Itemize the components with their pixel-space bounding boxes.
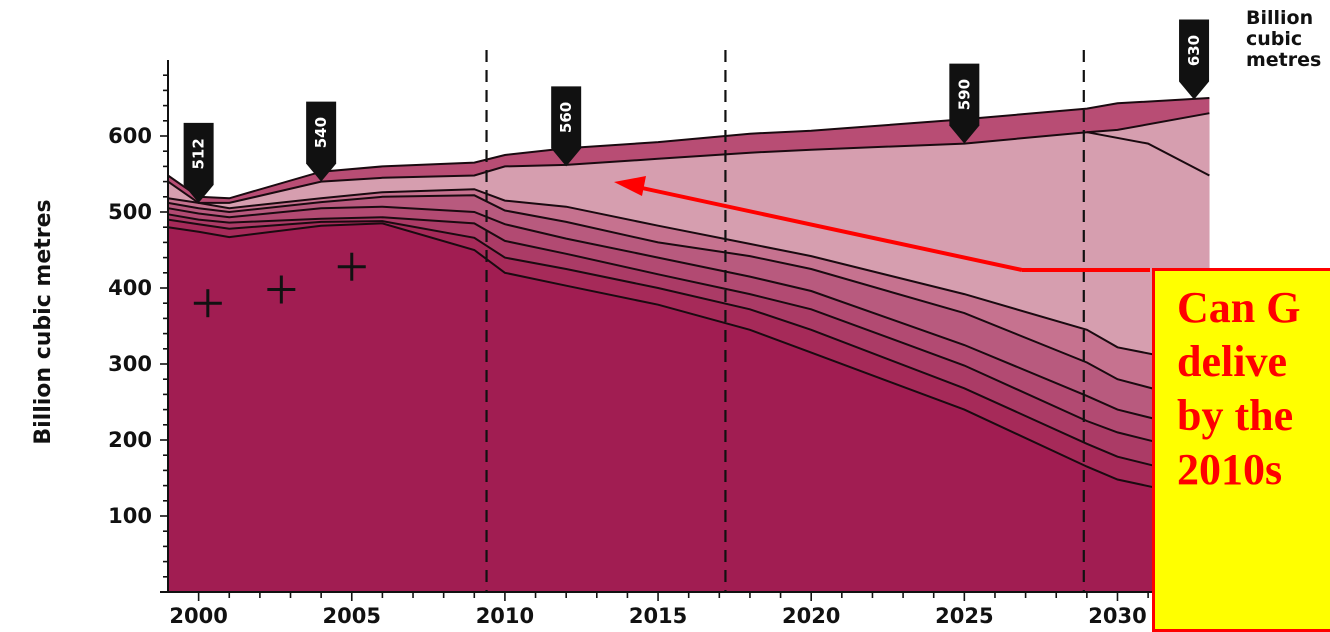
- y-tick-label: 300: [108, 352, 152, 376]
- value-marker-label: 540: [312, 117, 330, 148]
- unit-label-line: metres: [1246, 49, 1321, 71]
- x-tick-label: 2000: [169, 604, 227, 628]
- y-tick-label: 500: [108, 200, 152, 224]
- value-marker-label: 630: [1185, 35, 1203, 66]
- value-marker: 540: [306, 102, 336, 182]
- unit-label-line: Billion: [1246, 7, 1313, 29]
- value-marker-label: 512: [190, 138, 208, 169]
- callout-box: Can G delive by the 2010s: [1152, 268, 1330, 632]
- unit-label-line: cubic: [1246, 28, 1302, 50]
- value-marker: 630: [1179, 20, 1209, 100]
- x-tick-label: 2030: [1088, 604, 1146, 628]
- value-marker-label: 560: [557, 102, 575, 133]
- x-tick-label: 2010: [476, 604, 534, 628]
- y-tick-label: 400: [108, 276, 152, 300]
- y-tick-label: 200: [108, 428, 152, 452]
- callout-text: Can G delive by the 2010s: [1177, 281, 1330, 497]
- y-tick-label: 100: [108, 504, 152, 528]
- x-tick-label: 2020: [782, 604, 840, 628]
- y-tick-label: 600: [108, 124, 152, 148]
- unit-label: Billion cubic metres: [1246, 7, 1321, 71]
- x-tick-label: 2015: [629, 604, 687, 628]
- x-tick-label: 2005: [323, 604, 381, 628]
- value-marker-label: 590: [955, 79, 973, 110]
- x-tick-label: 2025: [935, 604, 993, 628]
- y-axis-label: Billion cubic metres: [31, 199, 56, 444]
